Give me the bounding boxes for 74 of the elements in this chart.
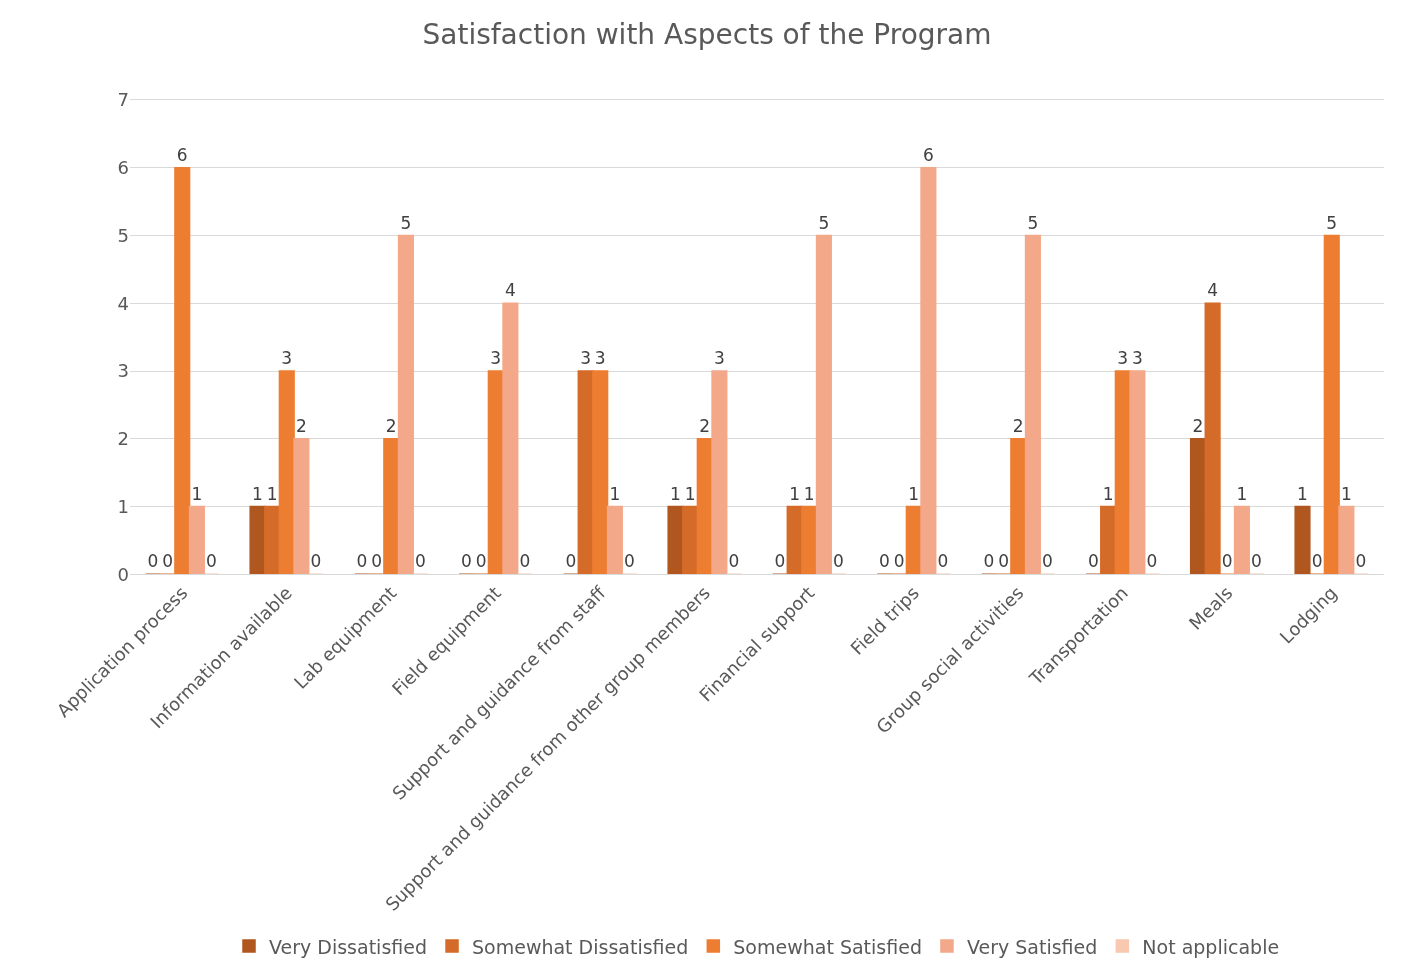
data-label: 0 xyxy=(833,551,844,572)
data-label: 3 xyxy=(580,348,592,368)
data-label: 1 xyxy=(252,483,263,504)
data-label: 0 xyxy=(206,551,217,572)
data-label: 0 xyxy=(1355,551,1367,572)
y-tick-label: 4 xyxy=(117,292,129,314)
data-label: 0 xyxy=(147,551,159,572)
y-tick-label: 7 xyxy=(117,89,129,111)
chart-title: Satisfaction with Aspects of the Program xyxy=(422,17,992,51)
data-label: 0 xyxy=(728,551,740,572)
data-label: 0 xyxy=(937,551,949,572)
data-label: 0 xyxy=(998,551,1010,572)
data-label: 0 xyxy=(1042,551,1053,572)
data-label: 0 xyxy=(519,551,531,572)
y-tick-label: 2 xyxy=(117,428,129,450)
data-label: 3 xyxy=(713,348,725,368)
data-label: 1 xyxy=(908,483,920,504)
data-label: 0 xyxy=(461,551,472,572)
data-label: 2 xyxy=(385,415,397,436)
data-label: 5 xyxy=(1027,212,1039,233)
data-label: 1 xyxy=(609,483,621,504)
y-tick-label: 3 xyxy=(117,360,129,382)
data-label: 4 xyxy=(504,280,516,301)
data-label: 2 xyxy=(295,415,307,436)
data-label: 5 xyxy=(1326,212,1338,233)
data-label: 1 xyxy=(266,483,278,504)
legend-label: Not applicable xyxy=(1142,935,1280,958)
legend-label: Very Satisfied xyxy=(966,935,1098,958)
data-label: 1 xyxy=(191,483,203,504)
data-label: 0 xyxy=(1251,551,1262,572)
data-label: 6 xyxy=(176,144,188,165)
data-label: 1 xyxy=(1340,483,1352,504)
data-label: 0 xyxy=(893,551,905,572)
data-label: 6 xyxy=(922,144,934,165)
data-label: 0 xyxy=(879,551,890,572)
legend-label: Somewhat Dissatisfied xyxy=(472,935,689,958)
data-label: 3 xyxy=(490,348,502,368)
y-tick-label: 6 xyxy=(117,157,129,179)
data-label: 1 xyxy=(1297,483,1308,504)
y-tick-label: 0 xyxy=(117,563,129,585)
data-label: 3 xyxy=(1117,348,1129,368)
data-label: 0 xyxy=(1311,551,1323,572)
y-tick-label: 5 xyxy=(117,224,129,246)
data-label: 0 xyxy=(1088,551,1099,572)
data-label: 0 xyxy=(415,551,426,572)
data-label: 0 xyxy=(983,551,995,572)
data-label: 0 xyxy=(1221,551,1233,572)
data-label: 1 xyxy=(1236,483,1248,504)
data-label: 5 xyxy=(400,212,412,233)
data-label: 4 xyxy=(1207,280,1219,301)
data-label: 0 xyxy=(565,551,577,572)
legend-label: Very Dissatisfied xyxy=(269,935,428,958)
data-label: 1 xyxy=(1102,483,1114,504)
legend-label: Somewhat Satisfied xyxy=(733,935,922,958)
data-label: 0 xyxy=(475,551,487,572)
data-label: 0 xyxy=(371,551,383,572)
data-label: 1 xyxy=(684,483,696,504)
y-tick-label: 1 xyxy=(117,495,129,517)
data-label: 1 xyxy=(789,483,801,504)
data-label: 2 xyxy=(1192,415,1204,436)
data-label: 0 xyxy=(774,551,786,572)
data-label: 0 xyxy=(624,551,635,572)
data-label: 0 xyxy=(162,551,174,572)
data-label: 5 xyxy=(818,212,830,233)
data-label: 0 xyxy=(310,551,322,572)
data-label: 3 xyxy=(594,348,606,368)
data-label: 3 xyxy=(281,348,293,368)
data-label: 1 xyxy=(803,483,815,504)
data-label: 0 xyxy=(1146,551,1158,572)
data-label: 2 xyxy=(1012,415,1024,436)
data-label: 0 xyxy=(356,551,368,572)
data-label: 2 xyxy=(699,415,711,436)
data-label: 3 xyxy=(1131,348,1143,368)
data-label: 1 xyxy=(670,483,681,504)
